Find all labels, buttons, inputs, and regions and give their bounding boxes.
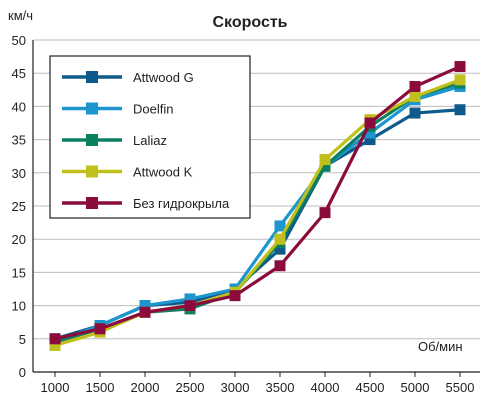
data-point: [274, 243, 286, 255]
data-point: [184, 293, 196, 305]
x-tick-label: 5000: [401, 380, 430, 395]
x-tick-label: 1000: [41, 380, 70, 395]
x-tick-label: 4500: [356, 380, 385, 395]
series-line-4: [54, 65, 461, 341]
data-point: [364, 117, 376, 129]
y-tick-label: 15: [12, 265, 26, 280]
legend-marker: [86, 165, 98, 178]
x-tick-label: 2500: [176, 380, 205, 395]
data-point: [184, 300, 196, 312]
x-tick-label: 2000: [131, 380, 160, 395]
data-point: [454, 61, 466, 73]
data-point: [364, 127, 376, 139]
x-axis-label: Об/мин: [418, 339, 463, 354]
data-point: [49, 333, 61, 345]
data-point: [229, 290, 241, 302]
x-tick-label: 3500: [266, 380, 295, 395]
series-line-1: [54, 84, 461, 344]
y-tick-label: 10: [12, 299, 26, 314]
data-point: [319, 160, 331, 172]
data-point: [409, 90, 421, 102]
data-point: [139, 306, 151, 318]
data-point: [319, 154, 331, 166]
legend-marker: [86, 134, 98, 146]
legend-marker: [86, 102, 98, 115]
x-tick-label: 5500: [446, 380, 475, 395]
data-point: [274, 260, 286, 272]
x-tick-label: 4000: [311, 380, 340, 395]
data-point: [319, 207, 331, 219]
y-tick-label: 25: [12, 199, 26, 214]
y-tick-label: 0: [19, 365, 26, 380]
y-tick-label: 35: [12, 133, 26, 148]
y-tick-label: 30: [12, 166, 26, 181]
data-point: [94, 323, 106, 335]
legend-label: Attwood K: [133, 165, 193, 180]
data-point: [274, 220, 286, 232]
chart-title: Скорость: [212, 14, 288, 31]
legend-marker: [86, 71, 98, 83]
legend-marker: [86, 197, 98, 209]
x-tick-label: 3000: [221, 380, 250, 395]
legend-label: Attwood G: [133, 70, 194, 85]
legend-label: Laliaz: [133, 133, 167, 148]
y-tick-label: 50: [12, 33, 26, 48]
data-point: [409, 107, 421, 119]
data-point: [454, 104, 466, 116]
y-tick-label: 45: [12, 66, 26, 81]
data-point: [364, 134, 376, 146]
y-tick-label: 5: [19, 332, 26, 347]
data-point: [139, 300, 151, 312]
legend-label: Doelfin: [133, 102, 173, 117]
data-point: [454, 74, 466, 86]
data-point: [49, 339, 61, 351]
legend-label: Без гидрокрыла: [133, 196, 230, 211]
data-point: [274, 233, 286, 245]
legend-box: [49, 55, 251, 219]
y-tick-label: 40: [12, 99, 26, 114]
y-axis-label: км/ч: [8, 8, 34, 23]
data-point: [409, 80, 421, 92]
x-tick-label: 1500: [86, 380, 115, 395]
y-tick-label: 20: [12, 232, 26, 247]
